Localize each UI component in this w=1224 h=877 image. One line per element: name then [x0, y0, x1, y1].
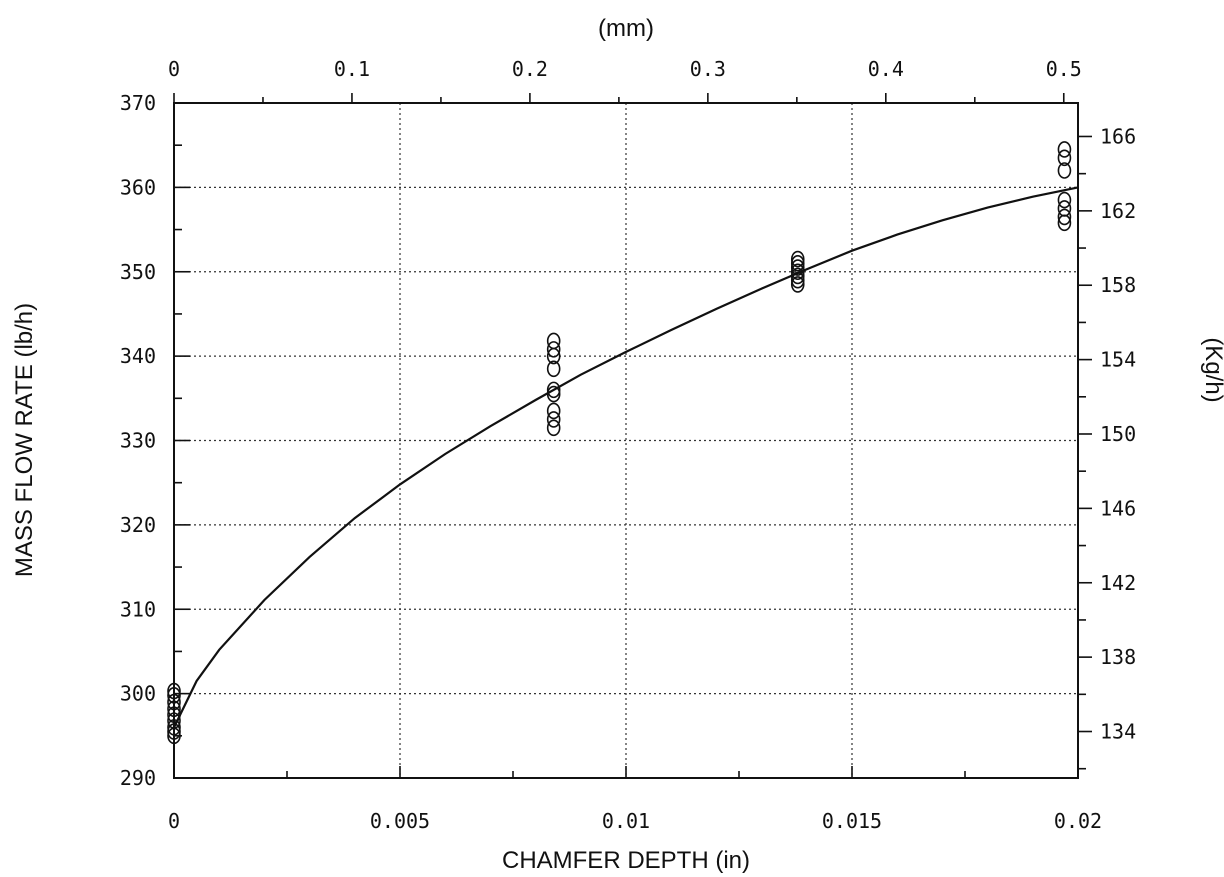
y2-tick-label: 138	[1100, 645, 1136, 669]
data-point	[167, 687, 181, 704]
data-point	[167, 712, 181, 729]
data-point	[546, 360, 561, 378]
x-tick-label: 0.02	[1054, 809, 1102, 833]
data-point	[1057, 200, 1072, 217]
x2-axis-title: (mm)	[598, 15, 654, 42]
fit-curve	[173, 186, 1079, 728]
x2-tick-label: 0.5	[1046, 57, 1082, 81]
x2-tick-label: 0.3	[690, 57, 726, 81]
data-point	[790, 276, 805, 293]
data-points	[167, 141, 1072, 745]
data-point	[790, 271, 805, 289]
x-tick-label: 0	[168, 809, 180, 833]
data-point	[1057, 191, 1072, 209]
y-tick-label: 290	[120, 766, 156, 790]
data-point	[167, 706, 181, 724]
y-tick-label: 340	[120, 344, 156, 368]
y2-tick-label: 158	[1100, 273, 1136, 297]
y2-tick-label: 162	[1100, 199, 1136, 223]
data-point	[790, 267, 805, 285]
y-axis-title: MASS FLOW RATE (lb/h)	[11, 303, 38, 577]
data-point	[790, 250, 805, 268]
y-tick-label: 330	[120, 429, 156, 453]
y-tick-label: 300	[120, 682, 156, 706]
data-point	[1057, 141, 1072, 158]
x-tick-label: 0.01	[602, 809, 650, 833]
x-axis-title: CHAMFER DEPTH (in)	[502, 847, 750, 874]
y-tick-label: 320	[120, 513, 156, 537]
y2-tick-label: 142	[1100, 571, 1136, 595]
data-point	[546, 411, 561, 428]
tick-labels: 0 0.005 0.01 0.015 0.02 290 300 310 320 330 340 350…	[120, 57, 1136, 833]
y-tick-label: 360	[120, 175, 156, 199]
data-point	[167, 723, 181, 740]
y2-tick-label: 166	[1100, 124, 1136, 148]
data-point	[546, 381, 561, 399]
x2-tick-label: 0.4	[868, 57, 904, 81]
x2-tick-label: 0.2	[512, 57, 548, 81]
y-tick-label: 350	[120, 260, 156, 284]
x-tick-label: 0.015	[822, 809, 882, 833]
data-point	[546, 332, 561, 350]
y-tick-label: 310	[120, 597, 156, 621]
data-point	[790, 255, 805, 272]
y2-tick-label: 146	[1100, 496, 1136, 520]
data-point	[167, 693, 181, 711]
data-point	[167, 682, 181, 700]
data-point	[546, 341, 561, 358]
y-tick-label: 370	[120, 91, 156, 115]
data-point	[1057, 149, 1072, 167]
data-point	[790, 259, 805, 276]
y2-tick-label: 134	[1100, 720, 1136, 744]
axis-ticks	[173, 93, 1092, 779]
y2-tick-label: 150	[1100, 422, 1136, 446]
data-point	[546, 385, 561, 403]
data-point	[1057, 162, 1072, 179]
grid	[174, 103, 1078, 778]
x2-tick-label: 0	[168, 57, 180, 81]
data-point	[1057, 208, 1072, 226]
data-point	[790, 263, 805, 281]
data-point	[167, 719, 181, 736]
x2-tick-label: 0.1	[334, 57, 370, 81]
y2-axis-title: (Kg/h)	[1200, 337, 1224, 402]
y2-tick-label: 154	[1100, 348, 1136, 372]
data-point	[546, 419, 561, 437]
data-point	[546, 402, 561, 420]
x-tick-label: 0.005	[370, 809, 430, 833]
data-point	[167, 700, 181, 718]
